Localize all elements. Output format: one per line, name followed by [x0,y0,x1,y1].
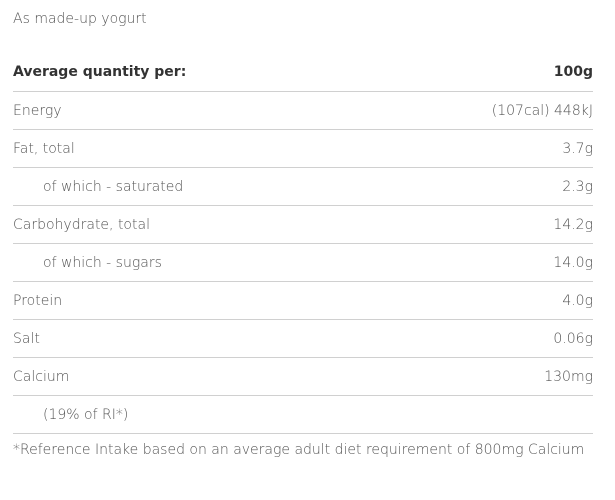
nutrient-label: Protein [13,281,380,320]
table-row: Salt 0.06g [13,319,593,358]
nutrient-label: of which - sugars [13,243,380,282]
nutrient-value: 3.7g [379,129,593,168]
nutrient-value [379,395,593,434]
nutrient-value: 130mg [379,357,593,396]
table-header-row: Average quantity per: 100g [13,53,593,92]
header-label: Average quantity per: [13,53,380,92]
header-value: 100g [379,53,593,92]
table-row: Energy (107cal) 448kJ [13,91,593,130]
table-row: (19% of RI*) [13,395,593,434]
table-row: Fat, total 3.7g [13,129,593,168]
nutrient-value: 4.0g [379,281,593,320]
nutrient-value: 14.2g [379,205,593,244]
nutrient-value: 2.3g [379,167,593,206]
table-row: Calcium 130mg [13,357,593,396]
nutrient-label: of which - saturated [13,167,380,206]
nutrient-value: 14.0g [379,243,593,282]
nutrient-value: (107cal) 448kJ [379,91,593,130]
nutrient-label: Energy [13,91,380,130]
table-row: Protein 4.0g [13,281,593,320]
table-row: of which - saturated 2.3g [13,167,593,206]
nutrient-label: Carbohydrate, total [13,205,380,244]
table-row: of which - sugars 14.0g [13,243,593,282]
nutrient-label: Calcium [13,357,380,396]
nutrition-table: Average quantity per: 100g Energy (107cal… [13,53,593,434]
nutrient-label: (19% of RI*) [13,395,380,434]
nutrient-value: 0.06g [379,319,593,358]
footnote: *Reference Intake based on an average ad… [13,442,585,458]
preparation-note: As made-up yogurt [13,11,147,27]
nutrient-label: Salt [13,319,380,358]
nutrient-label: Fat, total [13,129,380,168]
table-row: Carbohydrate, total 14.2g [13,205,593,244]
